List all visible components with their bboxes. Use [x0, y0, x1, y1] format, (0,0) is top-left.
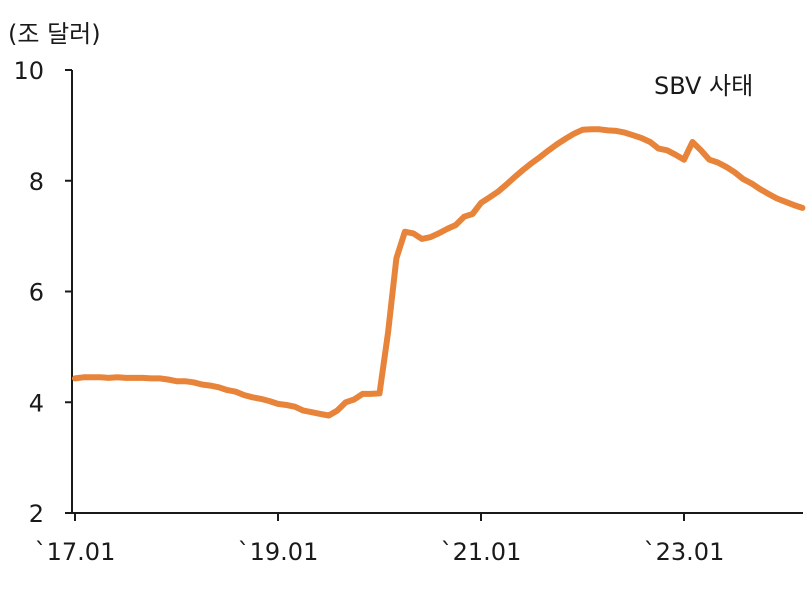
- y-axis-unit-label: (조 달러): [8, 20, 101, 48]
- sbv-event-annotation: SBV 사태: [654, 72, 753, 100]
- y-tick-label: 6: [29, 279, 44, 307]
- y-tick-label: 2: [29, 500, 44, 528]
- x-tick-label: `19.01: [238, 538, 319, 566]
- x-axis: `17.01 `19.01 `21.01 `23.01: [35, 512, 803, 566]
- x-tick-label: `23.01: [644, 538, 725, 566]
- x-tick-label: `17.01: [35, 538, 116, 566]
- y-tick-label: 4: [29, 389, 44, 417]
- x-tick-label: `21.01: [441, 538, 522, 566]
- y-tick-label: 10: [13, 57, 44, 85]
- y-tick-label: 8: [29, 168, 44, 196]
- y-axis: 2 4 6 8 10: [13, 57, 73, 528]
- series-layer: [72, 126, 806, 419]
- series-line-0: [72, 126, 806, 419]
